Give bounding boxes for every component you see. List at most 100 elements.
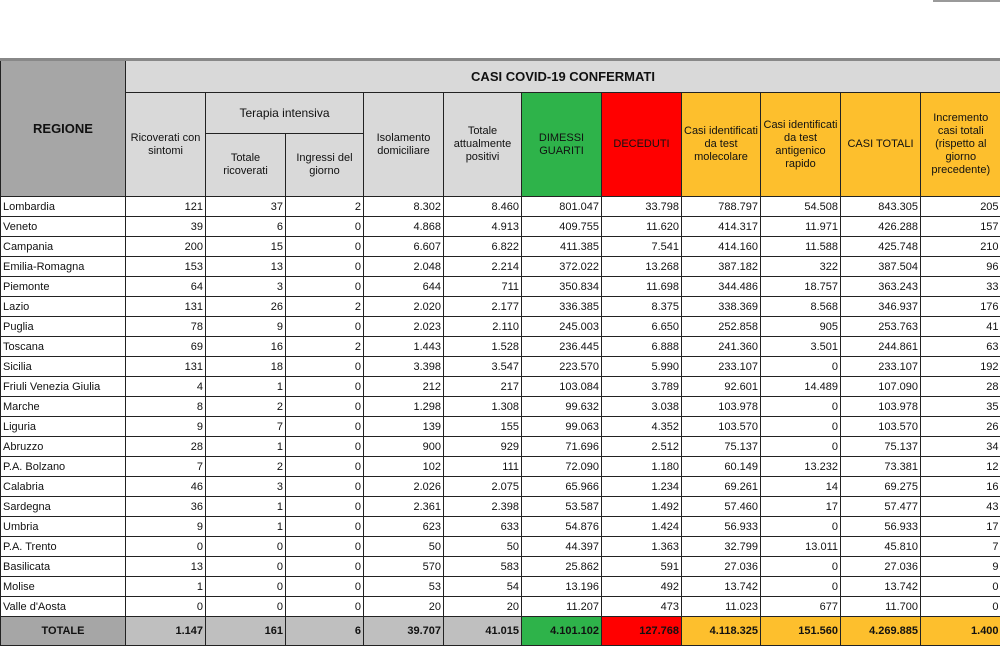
table-row: Liguria 9 7 0 139 155 99.063 4.352 103.570 0 103.5…	[0, 416, 1000, 437]
cell-isolamento: 2.361	[363, 496, 444, 517]
cell-regione: Abruzzo	[0, 436, 126, 457]
cell-isolamento: 6.607	[363, 236, 444, 257]
cell-antigenico: 14.489	[760, 376, 841, 397]
table-row: Lombardia 121 37 2 8.302 8.460 801.047 33.798 78…	[0, 196, 1000, 217]
cell-totale-positivi: 6.822	[443, 236, 522, 257]
cell-dimessi: 99.063	[521, 416, 602, 437]
cell-totale-ricoverati: 18	[205, 356, 286, 377]
cell-regione: Friuli Venezia Giulia	[0, 376, 126, 397]
cell-regione: Basilicata	[0, 556, 126, 577]
cell-totale-positivi: 2.110	[443, 316, 522, 337]
table-row: Friuli Venezia Giulia 4 1 0 212 217 103.084 3.7…	[0, 376, 1000, 397]
total-row: TOTALE 1.147 161 6 39.707 41.015 4.101.102 127.…	[0, 616, 1000, 646]
header-totale-positivi: Totale attualmente positivi	[443, 92, 522, 197]
table-row: Sicilia 131 18 0 3.398 3.547 223.570 5.990 233.1…	[0, 356, 1000, 377]
cell-regione: Sicilia	[0, 356, 126, 377]
cell-casi-totali: 13.742	[840, 576, 921, 597]
cell-deceduti: 11.620	[601, 216, 682, 237]
cell-totale-positivi: 1.308	[443, 396, 522, 417]
header-ricoverati: Ricoverati con sintomi	[125, 92, 206, 197]
cell-totale-positivi: 3.547	[443, 356, 522, 377]
cell-deceduti: 33.798	[601, 196, 682, 217]
header-ingressi: Ingressi del giorno	[285, 133, 364, 197]
cell-totale-ricoverati: 1	[205, 496, 286, 517]
cell-regione: Puglia	[0, 316, 126, 337]
cell-ingressi: 0	[285, 236, 364, 257]
cell-totale-ricoverati: 1	[205, 516, 286, 537]
cell-totale-positivi: 41.015	[443, 616, 522, 646]
header-dimessi: DIMESSI GUARITI	[521, 92, 602, 197]
cell-totale-ricoverati: 0	[205, 536, 286, 557]
cell-casi-totali: 107.090	[840, 376, 921, 397]
cell-ingressi: 2	[285, 196, 364, 217]
cell-ingressi: 0	[285, 536, 364, 557]
cell-totale-positivi: 929	[443, 436, 522, 457]
cell-casi-totali: 233.107	[840, 356, 921, 377]
cell-ingressi: 6	[285, 616, 364, 646]
cell-isolamento: 4.868	[363, 216, 444, 237]
cell-dimessi: 411.385	[521, 236, 602, 257]
cell-totale-ricoverati: 0	[205, 596, 286, 617]
cell-deceduti: 11.698	[601, 276, 682, 297]
cell-isolamento: 2.048	[363, 256, 444, 277]
cell-casi-totali: 11.700	[840, 596, 921, 617]
cell-regione: Piemonte	[0, 276, 126, 297]
cell-dimessi: 4.101.102	[521, 616, 602, 646]
cell-regione: TOTALE	[0, 616, 126, 646]
cell-casi-totali: 75.137	[840, 436, 921, 457]
cell-incremento: 28	[919, 376, 1000, 397]
cell-ingressi: 0	[285, 216, 364, 237]
cell-casi-totali: 45.810	[840, 536, 921, 557]
cell-ricoverati: 28	[125, 436, 206, 457]
cell-totale-ricoverati: 3	[205, 476, 286, 497]
cell-incremento: 192	[919, 356, 1000, 377]
cell-casi-totali: 843.305	[840, 196, 921, 217]
cell-ingressi: 0	[285, 316, 364, 337]
cell-antigenico: 11.588	[760, 236, 841, 257]
cell-antigenico: 0	[760, 576, 841, 597]
cell-ricoverati: 78	[125, 316, 206, 337]
cell-incremento: 176	[919, 296, 1000, 317]
cell-antigenico: 905	[760, 316, 841, 337]
cell-ricoverati: 69	[125, 336, 206, 357]
cell-isolamento: 102	[363, 456, 444, 477]
cell-deceduti: 1.492	[601, 496, 682, 517]
cell-totale-ricoverati: 0	[205, 556, 286, 577]
cell-molecolare: 252.858	[681, 316, 761, 337]
cell-antigenico: 0	[760, 396, 841, 417]
cell-antigenico: 13.011	[760, 536, 841, 557]
cell-regione: Emilia-Romagna	[0, 256, 126, 277]
cell-dimessi: 223.570	[521, 356, 602, 377]
cell-totale-ricoverati: 2	[205, 396, 286, 417]
cell-antigenico: 3.501	[760, 336, 841, 357]
cell-casi-totali: 253.763	[840, 316, 921, 337]
header-antigenico: Casi identificati da test antigenico rap…	[760, 92, 841, 197]
table-row: P.A. Bolzano 7 2 0 102 111 72.090 1.180 60.149 13…	[0, 456, 1000, 477]
table-row: Calabria 46 3 0 2.026 2.075 65.966 1.234 69.261 1…	[0, 476, 1000, 497]
cell-molecolare: 56.933	[681, 516, 761, 537]
cell-ricoverati: 13	[125, 556, 206, 577]
cell-totale-positivi: 1.528	[443, 336, 522, 357]
cell-totale-positivi: 8.460	[443, 196, 522, 217]
cell-molecolare: 414.160	[681, 236, 761, 257]
cell-regione: Liguria	[0, 416, 126, 437]
cell-molecolare: 338.369	[681, 296, 761, 317]
cell-regione: Molise	[0, 576, 126, 597]
cell-ingressi: 0	[285, 376, 364, 397]
cell-ricoverati: 9	[125, 516, 206, 537]
cell-incremento: 157	[919, 216, 1000, 237]
cell-totale-positivi: 2.214	[443, 256, 522, 277]
cell-ingressi: 2	[285, 296, 364, 317]
cell-incremento: 34	[919, 436, 1000, 457]
cell-totale-positivi: 50	[443, 536, 522, 557]
cell-casi-totali: 103.570	[840, 416, 921, 437]
cell-antigenico: 0	[760, 556, 841, 577]
cell-molecolare: 57.460	[681, 496, 761, 517]
cell-molecolare: 387.182	[681, 256, 761, 277]
cell-molecolare: 75.137	[681, 436, 761, 457]
cell-molecolare: 233.107	[681, 356, 761, 377]
cell-ingressi: 0	[285, 516, 364, 537]
cell-ingressi: 0	[285, 276, 364, 297]
cell-antigenico: 151.560	[760, 616, 841, 646]
cell-ingressi: 0	[285, 256, 364, 277]
